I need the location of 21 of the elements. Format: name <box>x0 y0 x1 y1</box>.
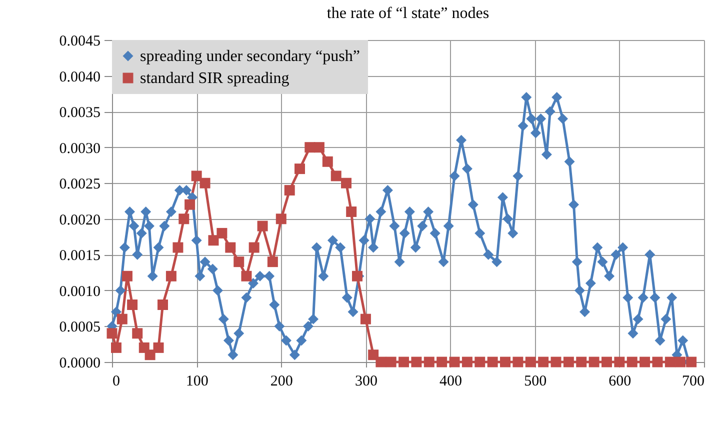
x-tick-label: 700 <box>682 374 704 390</box>
y-tick-label: 0.0025 <box>59 176 100 193</box>
x-tick-label: 600 <box>608 374 632 390</box>
x-tick-label: 100 <box>186 374 208 390</box>
x-tick-label: 300 <box>354 374 378 390</box>
legend-label: standard SIR spreading <box>140 70 290 87</box>
x-tick-label: 500 <box>524 374 547 390</box>
y-tick-label: 0.0040 <box>59 69 100 86</box>
legend-label: spreading under secondary “push” <box>140 48 360 65</box>
x-tick-label: 200 <box>270 374 293 390</box>
y-tick-label: 0.0010 <box>59 284 100 300</box>
y-tick-label: 0.0005 <box>59 320 100 336</box>
y-tick-label: 0.0045 <box>59 34 100 50</box>
x-tick-label: 400 <box>440 374 462 390</box>
y-tick-label: 0.0000 <box>59 356 100 372</box>
y-tick-label: 0.0020 <box>59 212 100 228</box>
y-tick-label: 0.0030 <box>59 140 100 157</box>
y-tick-label: 0.0015 <box>59 248 100 264</box>
chart-title: the rate of “l state” nodes <box>326 5 490 22</box>
x-tick-label: 0 <box>112 374 120 390</box>
y-tick-label: 0.0035 <box>59 105 100 122</box>
